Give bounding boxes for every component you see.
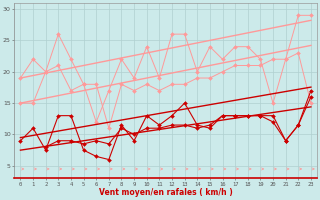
X-axis label: Vent moyen/en rafales ( km/h ): Vent moyen/en rafales ( km/h ) (99, 188, 233, 197)
